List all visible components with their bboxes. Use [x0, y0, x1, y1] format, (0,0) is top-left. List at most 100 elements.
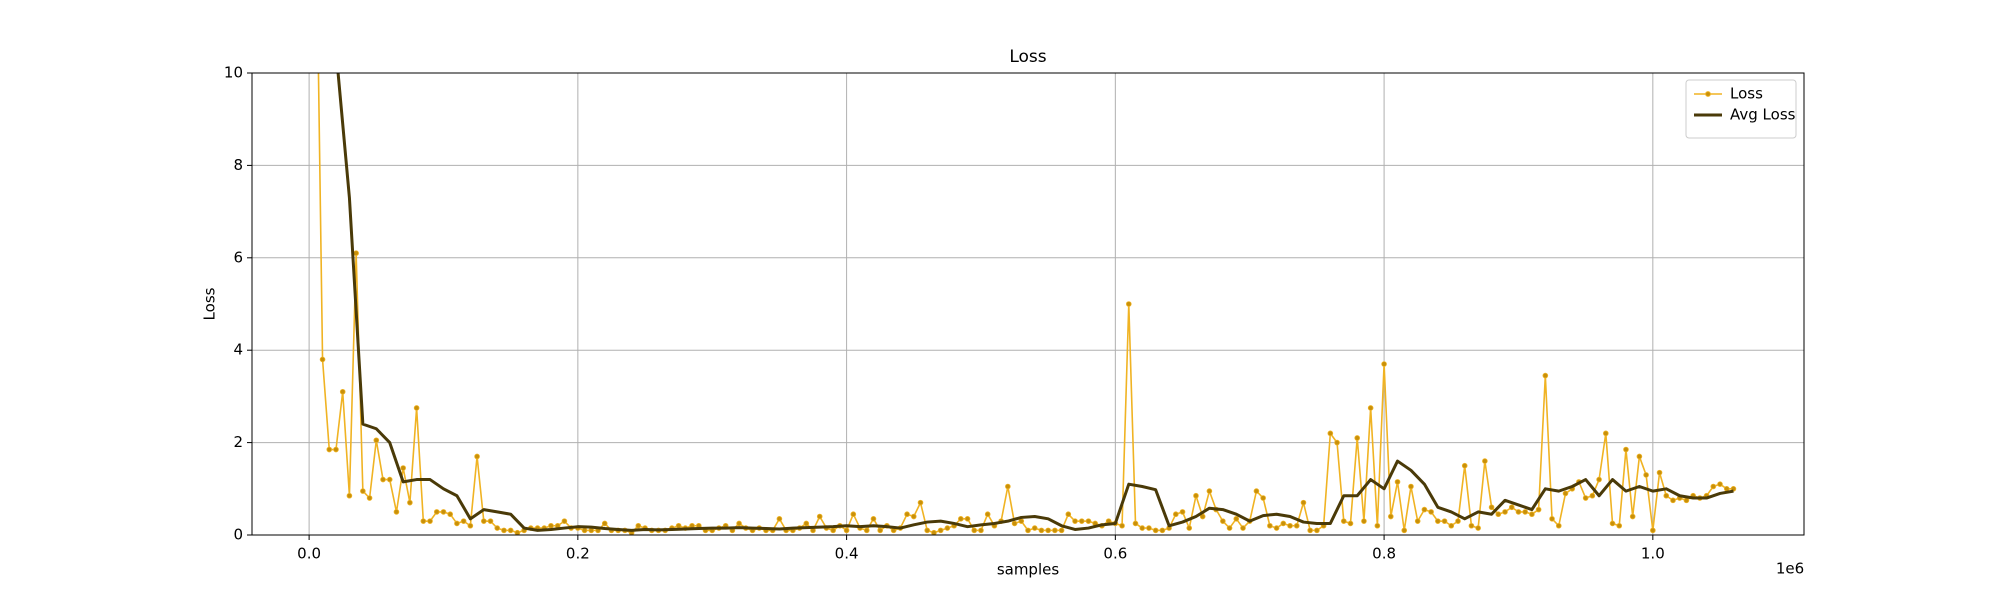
data-point — [1226, 525, 1233, 531]
data-point — [1287, 522, 1293, 529]
data-point — [1139, 525, 1146, 531]
data-point — [964, 516, 971, 522]
data-point — [1078, 518, 1085, 524]
data-point — [971, 527, 978, 534]
data-point — [467, 522, 474, 529]
data-point — [581, 527, 588, 534]
data-point — [501, 527, 507, 534]
data-point — [333, 446, 339, 453]
legend-marker — [1705, 91, 1711, 97]
y-tick-label: 4 — [233, 341, 243, 359]
data-point — [420, 518, 427, 524]
data-point — [1455, 518, 1461, 524]
data-point — [1367, 405, 1374, 411]
data-point — [984, 511, 991, 518]
data-point — [1018, 518, 1025, 524]
data-point — [1670, 497, 1676, 504]
data-point — [1475, 525, 1481, 531]
data-point — [494, 525, 501, 531]
data-point — [944, 525, 951, 531]
data-point — [816, 513, 823, 520]
legend: Loss Avg Loss — [1685, 79, 1797, 139]
data-point — [1589, 492, 1596, 499]
data-point — [400, 465, 406, 471]
data-point — [1173, 511, 1179, 518]
data-point — [1603, 430, 1609, 437]
data-point — [407, 499, 413, 506]
data-point — [1072, 518, 1078, 524]
data-point — [1125, 301, 1132, 307]
data-point — [447, 511, 453, 518]
data-point — [427, 518, 433, 524]
plot-area — [317, 73, 1737, 535]
data-point — [1011, 520, 1018, 527]
y-axis-label: Loss — [201, 287, 219, 320]
y-tick-label: 2 — [233, 433, 243, 451]
legend-label: Avg Loss — [1730, 106, 1796, 124]
data-point — [480, 518, 487, 524]
data-point — [917, 499, 924, 506]
data-point — [870, 516, 877, 522]
data-point — [1065, 511, 1072, 518]
data-point — [937, 527, 944, 534]
data-point — [1327, 430, 1334, 437]
x-tick-label: 0.6 — [1103, 545, 1127, 563]
data-point — [1636, 453, 1643, 460]
data-point — [1273, 525, 1280, 531]
data-point — [635, 522, 642, 529]
data-point — [1461, 462, 1468, 469]
x-offset-label: 1e6 — [1776, 560, 1804, 578]
data-point — [440, 509, 447, 515]
x-tick-label: 0.2 — [566, 545, 590, 563]
y-tick-label: 8 — [233, 156, 243, 174]
data-point — [1119, 522, 1125, 529]
data-point — [380, 476, 386, 483]
data-point — [1293, 522, 1300, 529]
data-point — [850, 511, 857, 518]
data-point — [433, 509, 440, 515]
data-point — [1495, 511, 1502, 518]
data-point — [1542, 372, 1549, 379]
series-line — [317, 73, 1734, 534]
data-point — [1300, 499, 1307, 506]
data-point — [1663, 492, 1670, 499]
data-point — [319, 356, 326, 363]
data-point — [1159, 527, 1166, 534]
data-point — [1052, 527, 1058, 534]
data-point — [1616, 522, 1623, 529]
data-point — [1347, 520, 1354, 527]
data-point — [561, 518, 568, 524]
data-point — [1529, 511, 1535, 518]
data-point — [1502, 509, 1508, 515]
x-axis-label: samples — [997, 561, 1060, 579]
series-line — [336, 73, 1734, 532]
data-point — [978, 527, 984, 534]
y-tick-label: 10 — [224, 64, 243, 82]
data-point — [1085, 518, 1092, 524]
data-point — [1710, 483, 1717, 490]
data-point — [1643, 472, 1649, 478]
data-point — [1334, 439, 1340, 446]
data-point — [1394, 479, 1401, 485]
x-tick-label: 1.0 — [1641, 545, 1665, 563]
data-point — [877, 527, 883, 534]
data-point — [360, 488, 366, 494]
data-point — [393, 509, 400, 515]
data-point — [1220, 518, 1226, 524]
data-point — [1361, 518, 1367, 524]
data-point — [1535, 506, 1542, 513]
data-point — [1058, 527, 1065, 534]
y-tick-label: 6 — [233, 248, 243, 266]
data-point — [1240, 525, 1246, 531]
data-point — [1045, 527, 1051, 534]
data-point — [1562, 490, 1569, 497]
data-point — [1609, 520, 1616, 527]
data-point — [1421, 506, 1428, 513]
data-point — [1401, 527, 1408, 534]
data-point — [1549, 516, 1555, 522]
data-point — [1253, 488, 1260, 494]
data-point — [1448, 522, 1455, 529]
data-point — [1038, 527, 1045, 534]
